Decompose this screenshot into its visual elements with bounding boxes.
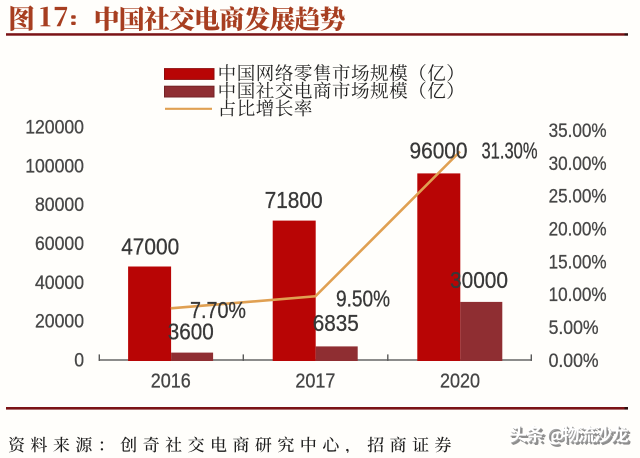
svg-text:0.00%: 0.00% xyxy=(549,350,599,372)
svg-text:80000: 80000 xyxy=(35,194,84,216)
svg-text:35.00%: 35.00% xyxy=(549,120,607,142)
svg-text:96000: 96000 xyxy=(410,138,468,164)
svg-text:40000: 40000 xyxy=(35,272,84,294)
svg-text:3600: 3600 xyxy=(168,319,214,345)
svg-text:25.00%: 25.00% xyxy=(549,186,607,208)
svg-text:2016: 2016 xyxy=(151,370,191,392)
svg-text:120000: 120000 xyxy=(25,117,84,139)
svg-text:7.70%: 7.70% xyxy=(190,297,246,323)
svg-text:60000: 60000 xyxy=(35,233,84,255)
svg-text:100000: 100000 xyxy=(25,155,84,177)
svg-text:30.00%: 30.00% xyxy=(549,153,607,175)
svg-text:31.30%: 31.30% xyxy=(482,137,538,163)
svg-text:2017: 2017 xyxy=(295,370,335,392)
svg-text:6835: 6835 xyxy=(313,310,359,336)
svg-text:15.00%: 15.00% xyxy=(549,251,607,273)
svg-text:47000: 47000 xyxy=(121,234,179,260)
svg-text:71800: 71800 xyxy=(265,187,323,213)
svg-text:9.50%: 9.50% xyxy=(336,285,390,311)
svg-text:10.00%: 10.00% xyxy=(549,284,607,306)
svg-text:20.00%: 20.00% xyxy=(549,219,607,241)
svg-text:5.00%: 5.00% xyxy=(549,317,599,339)
svg-text:30000: 30000 xyxy=(450,267,508,293)
svg-text:0: 0 xyxy=(74,349,84,371)
svg-text:2020: 2020 xyxy=(440,370,480,392)
svg-text:20000: 20000 xyxy=(35,311,84,333)
